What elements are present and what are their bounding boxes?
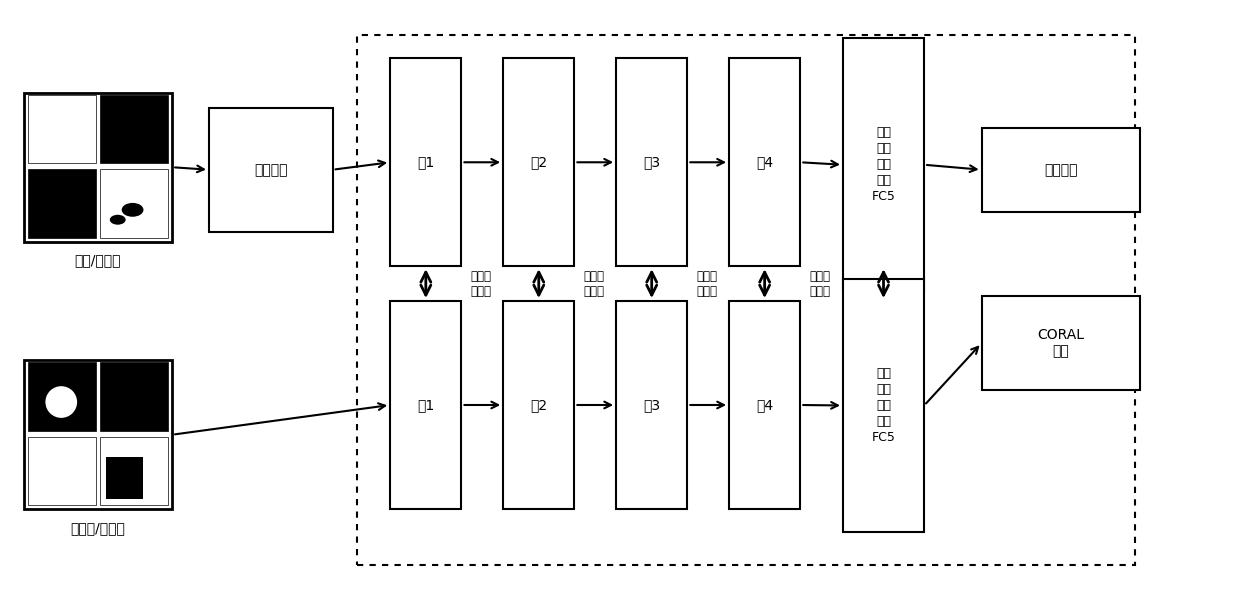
Bar	[616, 58, 687, 266]
Bar	[27, 362, 95, 431]
Bar	[843, 279, 924, 532]
Text: 层4: 层4	[756, 156, 774, 169]
Circle shape	[46, 386, 77, 418]
Bar	[100, 169, 169, 238]
Bar	[100, 362, 169, 431]
Text: 层1: 层1	[417, 156, 434, 169]
Text: 层2: 层2	[531, 156, 547, 169]
Text: 数据增强: 数据增强	[254, 163, 288, 176]
Text: 层1: 层1	[417, 398, 434, 412]
Ellipse shape	[110, 215, 125, 225]
Bar	[100, 95, 169, 163]
Text: CORAL
损失: CORAL 损失	[1038, 328, 1084, 358]
Text: 网络参
数共享: 网络参 数共享	[810, 269, 831, 297]
Bar	[982, 296, 1140, 390]
Bar	[616, 301, 687, 509]
Bar	[27, 95, 95, 163]
Text: 层3: 层3	[644, 398, 660, 412]
Bar	[105, 458, 144, 499]
Text: 第五
部分
全连
接层
FC5: 第五 部分 全连 接层 FC5	[872, 126, 895, 203]
Bar	[391, 301, 461, 509]
Text: 第五
部分
全连
接层
FC5: 第五 部分 全连 接层 FC5	[872, 367, 895, 444]
Text: 网络参
数共享: 网络参 数共享	[697, 269, 717, 297]
Bar	[27, 169, 95, 238]
Text: 源域/训练集: 源域/训练集	[74, 253, 122, 268]
Bar	[843, 39, 924, 291]
Text: 网络参
数共享: 网络参 数共享	[470, 269, 491, 297]
Text: 层4: 层4	[756, 398, 774, 412]
Bar	[982, 128, 1140, 212]
Bar	[729, 301, 800, 509]
Bar	[357, 36, 1135, 566]
Bar	[503, 58, 574, 266]
Bar	[391, 58, 461, 266]
Text: 层3: 层3	[644, 156, 660, 169]
Bar	[208, 108, 332, 232]
Bar	[100, 437, 169, 505]
Bar	[24, 93, 172, 241]
Bar	[27, 437, 95, 505]
Text: 层2: 层2	[531, 398, 547, 412]
Text: 目标域/测试集: 目标域/测试集	[71, 521, 125, 535]
Ellipse shape	[115, 462, 140, 480]
Text: 网络参
数共享: 网络参 数共享	[583, 269, 604, 297]
Bar	[503, 301, 574, 509]
Ellipse shape	[60, 142, 77, 153]
Bar	[24, 361, 172, 509]
Ellipse shape	[41, 123, 69, 141]
Ellipse shape	[122, 203, 144, 217]
Bar	[729, 58, 800, 266]
Text: 分类损失: 分类损失	[1044, 163, 1078, 176]
